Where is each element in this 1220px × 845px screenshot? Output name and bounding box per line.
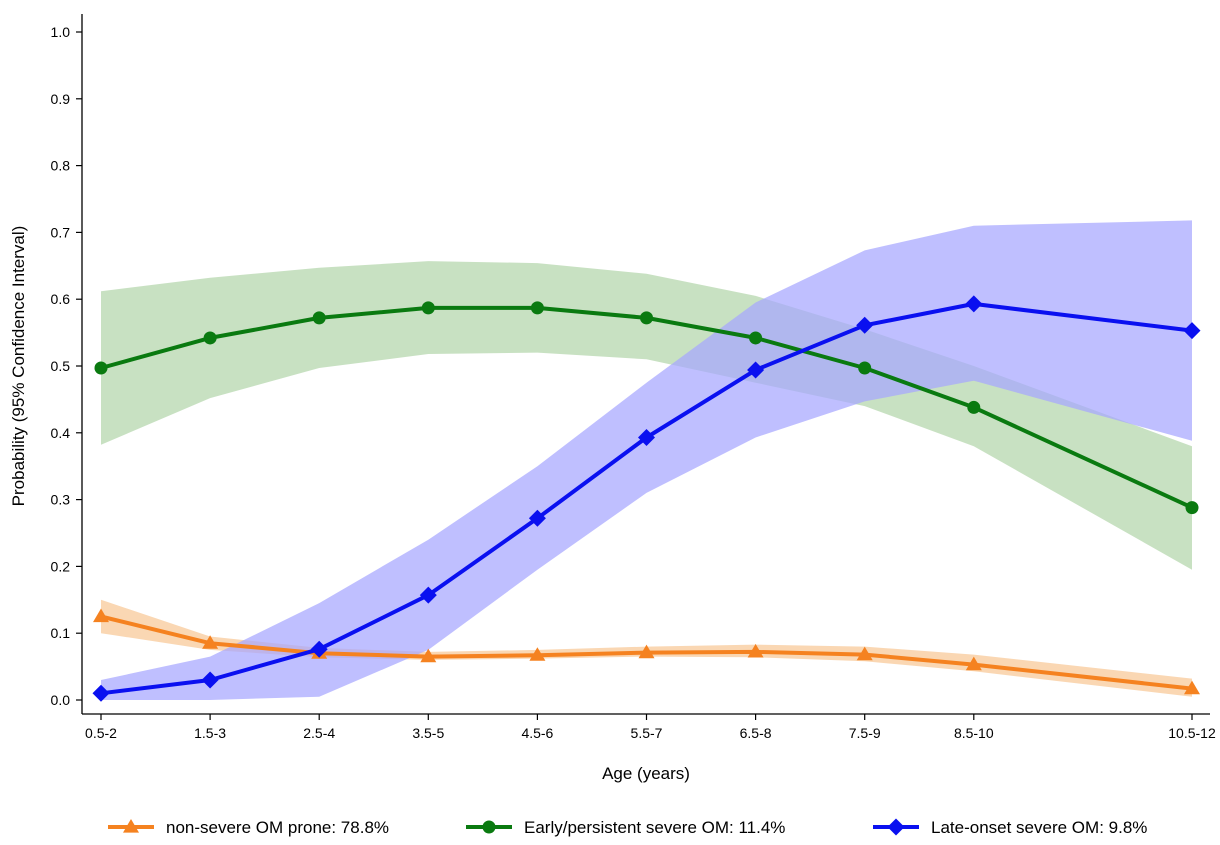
- x-tick-label: 4.5-6: [521, 725, 553, 741]
- data-point-series-2: [638, 429, 655, 446]
- y-axis-ticks: 0.0 0.1 0.2 0.3 0.4 0.5 0.6 0.7 0.8 0.9 1.0: [51, 24, 82, 708]
- y-tick-label: 0.3: [51, 492, 71, 508]
- x-tick-label: 1.5-3: [194, 725, 226, 741]
- data-point-series-1: [1185, 501, 1199, 515]
- y-tick-label: 0.6: [51, 291, 71, 307]
- x-tick-label: 7.5-9: [849, 725, 881, 741]
- confidence-bands: [101, 220, 1192, 700]
- data-point-series-1: [203, 331, 217, 345]
- data-point-series-2: [310, 640, 328, 658]
- x-tick-label: 8.5-10: [954, 725, 994, 741]
- legend-swatch-marker: [123, 819, 139, 833]
- x-tick-label: 10.5-12: [1168, 725, 1216, 741]
- data-point-series-0: [965, 656, 982, 671]
- legend-label: non-severe OM prone: 78.8%: [166, 818, 389, 837]
- series-markers: [92, 295, 1201, 702]
- y-tick-label: 0.8: [51, 158, 71, 174]
- y-axis-title: Probability (95% Confidence Interval): [9, 226, 28, 507]
- x-tick-label: 2.5-4: [303, 725, 335, 741]
- legend-swatch-marker: [887, 818, 905, 836]
- data-point-series-2: [201, 671, 219, 689]
- legend-swatch-marker: [482, 820, 496, 834]
- y-tick-label: 0.1: [51, 625, 71, 641]
- data-point-series-0: [747, 643, 764, 658]
- y-tick-label: 0.2: [51, 558, 71, 574]
- data-point-series-1: [967, 400, 981, 414]
- axes: 0.0 0.1 0.2 0.3 0.4 0.5 0.6 0.7 0.8 0.9 1.0 0.5-2 1…: [51, 14, 1216, 741]
- data-point-series-0: [420, 648, 437, 663]
- data-point-series-0: [202, 635, 219, 649]
- x-axis-ticks: 0.5-2 1.5-3 2.5-4 3.5-5 4.5-6 5.5-7 6.5-8 7.5-9…: [85, 714, 1216, 741]
- y-tick-label: 0.0: [51, 692, 71, 708]
- y-tick-label: 1.0: [51, 24, 71, 40]
- data-point-series-1: [640, 311, 653, 325]
- data-point-series-2: [1183, 322, 1201, 340]
- data-point-series-2: [528, 509, 546, 527]
- y-tick-label: 0.7: [51, 224, 71, 240]
- data-point-series-1: [749, 331, 763, 345]
- x-tick-label: 0.5-2: [85, 725, 117, 741]
- data-point-series-2: [747, 361, 765, 379]
- data-point-series-1: [530, 301, 544, 315]
- series-line-2: [100, 301, 1193, 696]
- data-point-series-1: [421, 301, 435, 315]
- data-point-series-1: [312, 311, 326, 325]
- data-point-series-1: [94, 361, 108, 375]
- series-line-0: [100, 614, 1193, 691]
- data-point-series-2: [92, 684, 110, 702]
- data-point-series-0: [638, 644, 655, 659]
- legend: non-severe OM prone: 78.8% Early/persiste…: [108, 818, 1147, 837]
- ci-band-series-1: [101, 261, 1192, 570]
- data-point-series-0: [856, 646, 873, 661]
- data-point-series-2: [419, 586, 437, 604]
- data-point-series-0: [1184, 680, 1200, 695]
- x-tick-label: 6.5-8: [740, 725, 772, 741]
- data-point-series-0: [529, 647, 546, 661]
- data-point-series-0: [93, 608, 109, 623]
- data-point-series-2: [856, 316, 874, 334]
- data-point-series-2: [965, 295, 983, 313]
- ci-band-series-2: [101, 220, 1192, 700]
- series-line-1: [100, 305, 1193, 510]
- y-tick-label: 0.5: [51, 358, 71, 374]
- series-lines: [100, 301, 1193, 696]
- y-tick-label: 0.4: [51, 425, 71, 441]
- data-point-series-1: [858, 361, 872, 375]
- legend-label: Late-onset severe OM: 9.8%: [931, 818, 1147, 837]
- x-axis-title: Age (years): [602, 764, 690, 783]
- legend-label: Early/persistent severe OM: 11.4%: [524, 818, 785, 837]
- x-tick-label: 5.5-7: [631, 725, 663, 741]
- y-tick-label: 0.9: [51, 91, 71, 107]
- x-tick-label: 3.5-5: [412, 725, 444, 741]
